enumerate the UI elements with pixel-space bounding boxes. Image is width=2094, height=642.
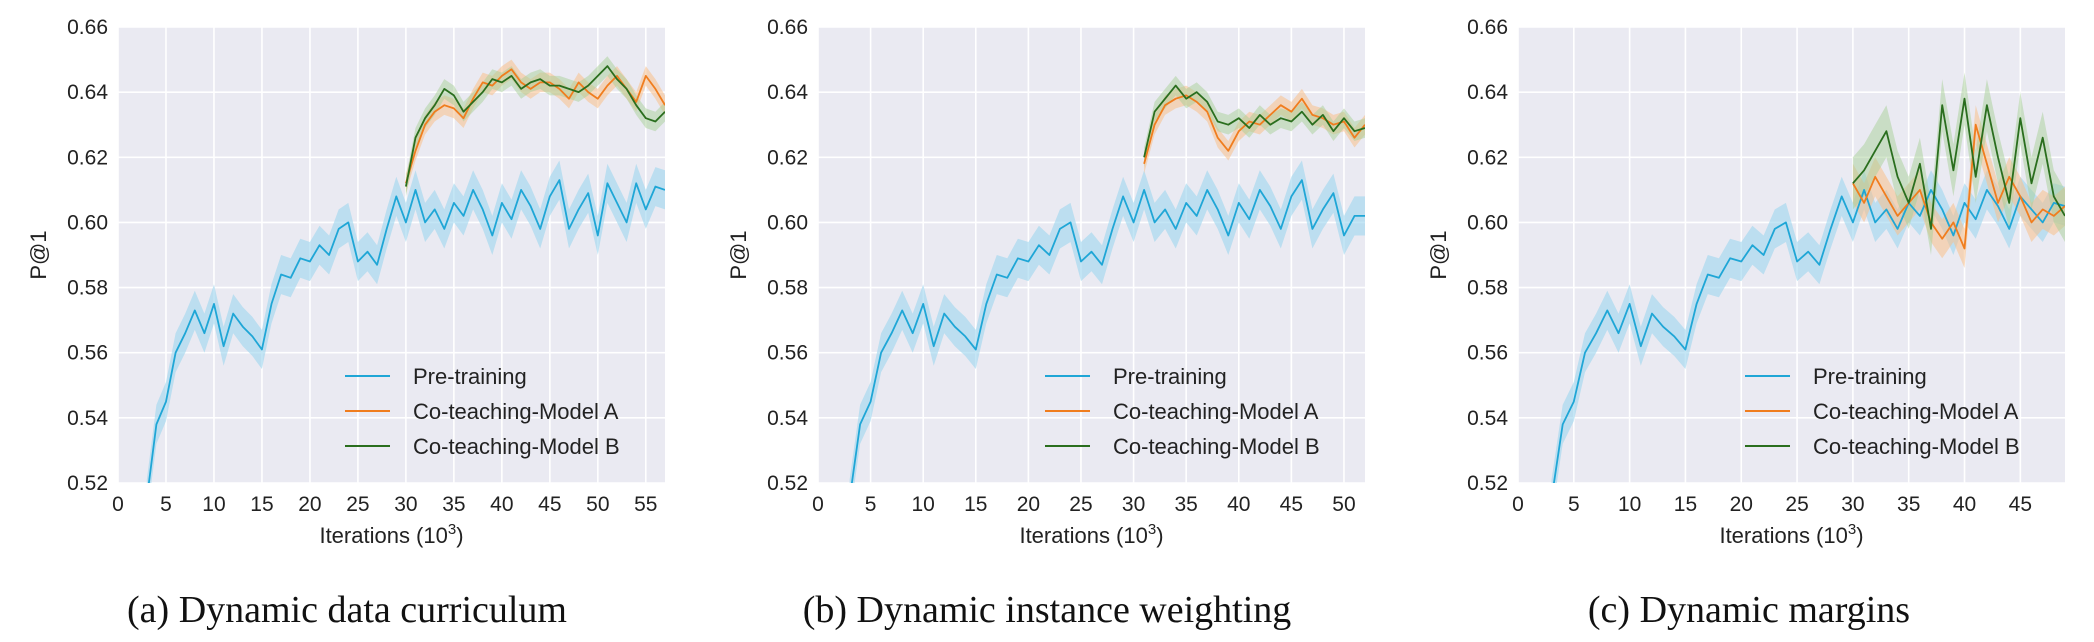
x-tick-label: 30: [1841, 493, 1864, 516]
x-axis-label: Iterations (103): [319, 521, 463, 548]
y-tick-label: 0.56: [1467, 342, 1508, 365]
y-tick-label: 0.58: [1467, 277, 1508, 300]
series-line-model-b: [1143, 84, 1365, 158]
y-axis-label: P@1: [1426, 230, 1451, 279]
grid: [117, 26, 665, 484]
x-tick-label: 20: [1730, 493, 1753, 516]
y-tick-label: 0.66: [67, 16, 108, 39]
x-tick-label: 40: [1227, 493, 1250, 516]
legend-label-model-b: Co-teaching-Model B: [1113, 434, 1320, 459]
x-tick-label: 50: [586, 493, 609, 516]
series-line-pretraining: [850, 179, 1365, 483]
y-tick-label: 0.54: [1467, 407, 1508, 430]
series-line-pretraining: [1553, 188, 2065, 483]
x-tick-label: 0: [1512, 493, 1524, 516]
legend: Pre-training Co-teaching-Model A Co-teachi…: [1745, 364, 2020, 459]
x-tick-label: 25: [1069, 493, 1092, 516]
x-tick-label: 35: [442, 493, 465, 516]
x-tick-label: 50: [1332, 493, 1355, 516]
y-tick-label: 0.52: [1467, 472, 1508, 495]
y-tick-label: 0.64: [67, 81, 108, 104]
series-band-model-b: [405, 56, 665, 197]
x-tick-label: 30: [394, 493, 417, 516]
x-tick-label: 10: [912, 493, 935, 516]
y-tick-label: 0.60: [67, 211, 108, 234]
series-band-pretraining: [849, 160, 1365, 483]
legend-label-pretraining: Pre-training: [413, 364, 527, 389]
x-tick-label: 25: [346, 493, 369, 516]
y-tick-label: 0.56: [67, 342, 108, 365]
plot-marks: [146, 56, 665, 483]
y-axis-label: P@1: [26, 230, 51, 279]
x-tick-label: 5: [865, 493, 877, 516]
y-tick-label: 0.64: [767, 81, 808, 104]
x-tick-label: 10: [202, 493, 225, 516]
x-tick-label: 10: [1618, 493, 1641, 516]
y-tick-label: 0.56: [767, 342, 808, 365]
chart-caption: (a) Dynamic data curriculum: [127, 589, 567, 631]
series-band-model-a: [405, 59, 665, 194]
x-axis-label: Iterations (103): [1719, 521, 1863, 548]
series-line-model-a: [1852, 123, 2065, 250]
x-tick-label: 55: [634, 493, 657, 516]
y-tick-label: 0.60: [767, 211, 808, 234]
x-tick-label: 40: [490, 493, 513, 516]
legend-label-model-a: Co-teaching-Model A: [1813, 399, 2019, 424]
x-tick-label: 30: [1122, 493, 1145, 516]
series-line-model-b: [405, 65, 665, 187]
plot-marks: [849, 75, 1365, 483]
x-tick-label: 15: [1674, 493, 1697, 516]
x-tick-label: 5: [1568, 493, 1580, 516]
y-tick-label: 0.62: [67, 146, 108, 169]
y-tick-label: 0.66: [1467, 16, 1508, 39]
chart-caption: (c) Dynamic margins: [1588, 589, 1910, 631]
y-tick-label: 0.60: [1467, 211, 1508, 234]
chart-panel-a: 0.52 0.54 0.56 0.58 0.60 0.62 0.64 0.66 0 5 10 15 20…: [26, 16, 665, 631]
y-tick-label: 0.54: [767, 407, 808, 430]
x-tick-label: 35: [1897, 493, 1920, 516]
y-tick-label: 0.66: [767, 16, 808, 39]
plot-marks: [1551, 72, 2065, 483]
x-tick-label: 45: [538, 493, 561, 516]
y-tick-label: 0.62: [767, 146, 808, 169]
y-tick-label: 0.62: [1467, 146, 1508, 169]
chart-panel-c: 0.52 0.54 0.56 0.58 0.60 0.62 0.64 0.66 0 5 10 15 20…: [1426, 16, 2065, 631]
x-tick-label: 25: [1785, 493, 1808, 516]
chart-panel-b: 0.52 0.54 0.56 0.58 0.60 0.62 0.64 0.66 0 5 10 15 20…: [726, 16, 1365, 631]
legend-label-model-a: Co-teaching-Model A: [413, 399, 619, 424]
x-tick-label: 15: [250, 493, 273, 516]
x-tick-label: 45: [1280, 493, 1303, 516]
x-tick-label: 20: [1017, 493, 1040, 516]
legend-label-model-b: Co-teaching-Model B: [413, 434, 620, 459]
series-line-pretraining: [147, 179, 665, 483]
x-tick-label: 0: [112, 493, 124, 516]
legend: Pre-training Co-teaching-Model A Co-teachi…: [345, 364, 620, 459]
x-tick-label: 40: [1953, 493, 1976, 516]
x-axis-label: Iterations (103): [1019, 521, 1163, 548]
legend: Pre-training Co-teaching-Model A Co-teachi…: [1045, 364, 1320, 459]
legend-label-pretraining: Pre-training: [1813, 364, 1927, 389]
series-line-model-a: [405, 68, 665, 184]
series-line-model-b: [1852, 97, 2065, 230]
y-tick-label: 0.58: [767, 277, 808, 300]
y-tick-label: 0.64: [1467, 81, 1508, 104]
legend-label-model-b: Co-teaching-Model B: [1813, 434, 2020, 459]
y-tick-label: 0.54: [67, 407, 108, 430]
chart-caption: (b) Dynamic instance weighting: [803, 589, 1292, 631]
legend-label-pretraining: Pre-training: [1113, 364, 1227, 389]
y-tick-label: 0.52: [767, 472, 808, 495]
y-axis-label: P@1: [726, 230, 751, 279]
plot-area: [118, 27, 665, 483]
legend-label-model-a: Co-teaching-Model A: [1113, 399, 1319, 424]
x-tick-label: 0: [812, 493, 824, 516]
y-tick-label: 0.52: [67, 472, 108, 495]
x-tick-label: 20: [298, 493, 321, 516]
x-tick-label: 15: [964, 493, 987, 516]
x-tick-label: 35: [1174, 493, 1197, 516]
y-tick-label: 0.58: [67, 277, 108, 300]
x-tick-label: 45: [2009, 493, 2032, 516]
series-band-pretraining: [146, 160, 665, 483]
x-tick-label: 5: [160, 493, 172, 516]
